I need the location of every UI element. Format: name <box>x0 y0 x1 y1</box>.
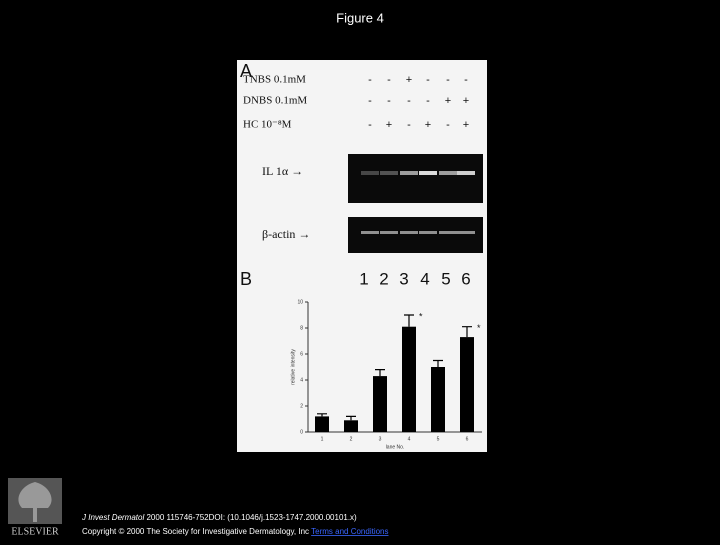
y-tick-label: 0 <box>300 429 303 435</box>
figure-panel <box>237 60 487 452</box>
y-tick-label: 8 <box>300 325 303 331</box>
treatment-label: DNBS 0.1mM <box>243 95 307 107</box>
x-tick-label: 3 <box>379 436 382 442</box>
error-bar <box>375 369 385 377</box>
reference: 2000 115746-752DOI: (10.1046/j.1523-1747… <box>146 513 357 522</box>
gel-il1a <box>348 154 483 203</box>
lane-number: 1 <box>359 269 368 288</box>
error-bar <box>404 314 414 327</box>
treatment-sign: + <box>425 119 431 131</box>
panel-label: B <box>240 269 252 289</box>
copyright: Copyright © 2000 The Society for Investi… <box>82 527 309 536</box>
y-tick-label: 6 <box>300 351 303 357</box>
treatment-sign: + <box>406 74 412 86</box>
treatment-sign: - <box>387 74 391 86</box>
elsevier-logo: ELSEVIER <box>8 478 62 537</box>
error-bar <box>433 359 443 367</box>
treatment-sign: - <box>387 95 391 107</box>
x-tick-label: 6 <box>466 436 469 442</box>
bar <box>402 326 416 432</box>
gel-band <box>380 171 398 175</box>
error-bar <box>462 326 472 338</box>
panel-label: A <box>240 61 252 81</box>
error-bar <box>317 413 327 417</box>
gel-band <box>457 171 475 175</box>
treatment-sign: - <box>407 119 411 131</box>
y-axis-label: relative intensity <box>290 349 296 385</box>
bar <box>315 416 329 432</box>
lane-number: 5 <box>441 269 450 288</box>
treatment-sign: - <box>368 95 372 107</box>
treatment-sign: - <box>426 95 430 107</box>
treatment-sign: - <box>368 74 372 86</box>
gel-band <box>457 231 475 234</box>
treatment-sign: - <box>407 95 411 107</box>
gel-band <box>439 171 457 175</box>
y-tick-label: 4 <box>300 377 303 383</box>
x-tick-label: 1 <box>321 436 324 442</box>
copyright-line: Copyright © 2000 The Society for Investi… <box>82 527 389 536</box>
bar <box>431 367 445 432</box>
terms-link[interactable]: Terms and Conditions <box>311 527 388 536</box>
treatment-sign: - <box>464 74 468 86</box>
slide-title: Figure 4 <box>336 10 384 25</box>
gel-band <box>361 231 379 234</box>
x-axis-label: lane No. <box>386 444 405 450</box>
gel-band <box>419 231 437 234</box>
gel-band <box>419 171 437 175</box>
significance-mark: * <box>477 323 481 333</box>
error-bar <box>346 415 356 421</box>
bar <box>344 420 358 432</box>
treatment-sign: - <box>446 74 450 86</box>
treatment-label: HC 10⁻⁸M <box>243 119 292 131</box>
gel-band <box>400 171 418 175</box>
treatment-sign: + <box>463 95 469 107</box>
significance-mark: * <box>419 311 423 321</box>
treatment-sign: + <box>463 119 469 131</box>
treatment-sign: + <box>445 95 451 107</box>
gel-label: β-actin → <box>262 227 310 241</box>
journal: J Invest Dermatol <box>81 513 144 522</box>
gel-band <box>400 231 418 234</box>
logo-text: ELSEVIER <box>11 526 59 537</box>
lane-number: 4 <box>420 269 429 288</box>
treatment-sign: - <box>446 119 450 131</box>
treatment-sign: - <box>426 74 430 86</box>
bar <box>373 376 387 432</box>
y-tick-label: 10 <box>297 299 303 305</box>
lane-number: 2 <box>379 269 388 288</box>
lane-number: 6 <box>461 269 470 288</box>
treatment-sign: + <box>386 119 392 131</box>
treatment-sign: - <box>368 119 372 131</box>
gel-band <box>439 231 457 234</box>
x-tick-label: 5 <box>437 436 440 442</box>
citation: J Invest Dermatol 2000 115746-752DOI: (1… <box>81 513 357 522</box>
gel-band <box>380 231 398 234</box>
x-tick-label: 2 <box>350 436 353 442</box>
lane-number: 3 <box>399 269 408 288</box>
treatment-label: TNBS 0.1mM <box>243 74 306 86</box>
gel-band <box>361 171 379 175</box>
gel-label: IL 1α → <box>262 164 303 178</box>
bar <box>460 337 474 432</box>
y-tick-label: 2 <box>300 403 303 409</box>
gel-actin <box>348 217 483 253</box>
logo-tree <box>18 482 52 522</box>
x-tick-label: 4 <box>408 436 411 442</box>
